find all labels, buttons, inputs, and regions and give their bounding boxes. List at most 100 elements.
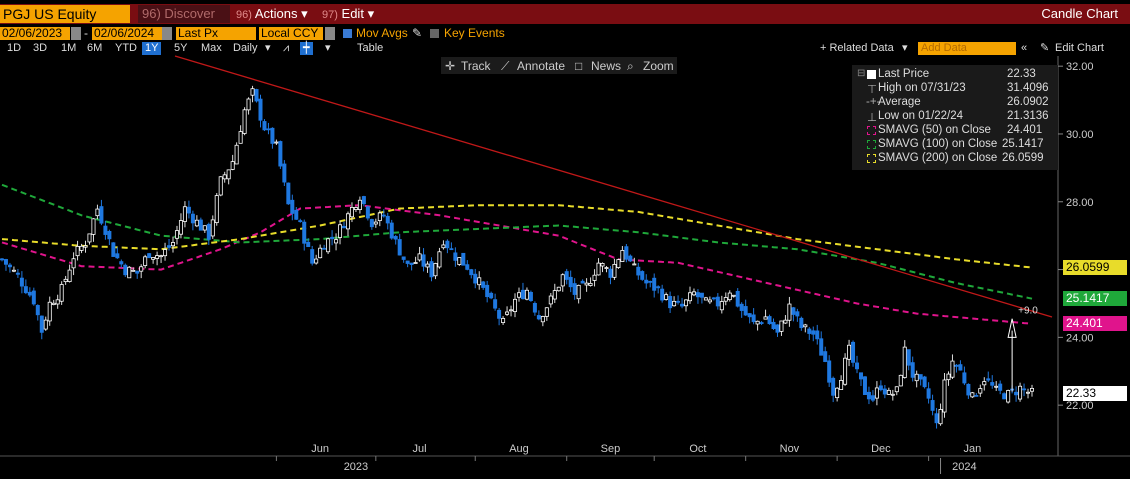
candle-body — [858, 372, 863, 380]
related-data-chevron-icon[interactable]: ▾ — [902, 42, 908, 54]
period-ytd[interactable]: YTD — [115, 42, 137, 54]
period-1y[interactable]: 1Y — [142, 42, 162, 55]
annotate-button[interactable]: Annotate — [517, 59, 566, 73]
period-5y[interactable]: 5Y — [174, 42, 188, 54]
edit-chart-button[interactable]: Edit Chart — [1055, 42, 1104, 54]
frequency-chevron-icon[interactable]: ▾ — [265, 42, 271, 54]
legend: ⊟ Last Price 22.33 ⊤ High on 07/31/23 31… — [852, 65, 1058, 170]
collapse-icon[interactable]: « — [1021, 42, 1028, 54]
candle-body — [35, 305, 40, 316]
frequency-select[interactable]: Daily — [233, 42, 258, 54]
end-date-field[interactable]: 02/06/2024 — [92, 27, 162, 40]
candle-body — [855, 362, 860, 370]
candle-body — [322, 247, 327, 250]
candle-body — [131, 269, 136, 272]
annotate-icon[interactable]: ⟋ — [501, 59, 510, 73]
candle-body — [182, 206, 187, 222]
currency-dropdown-icon[interactable] — [325, 27, 335, 40]
zoom-button[interactable]: Zoom — [643, 59, 674, 73]
start-calendar-icon[interactable] — [71, 27, 81, 40]
candle-body — [258, 98, 263, 121]
start-date-field[interactable]: 02/06/2023 — [0, 27, 70, 40]
y-tick-label: 22.00 — [1066, 400, 1094, 412]
track-icon[interactable]: ✛ — [445, 59, 456, 73]
field-select[interactable]: Last Px — [176, 27, 256, 40]
candle-body — [910, 362, 915, 378]
edit-menu[interactable]: 97) Edit ▾ — [322, 5, 374, 23]
candle-body — [632, 263, 637, 266]
ticker-field[interactable]: PGJ US Equity — [0, 5, 130, 23]
legend-value: 21.3136 — [1007, 110, 1049, 122]
add-data-input[interactable]: Add Data — [918, 42, 1016, 55]
period-1m[interactable]: 1M — [61, 42, 77, 54]
candle-body — [194, 219, 199, 227]
candle-body — [560, 274, 565, 287]
discover-menu[interactable]: 96) Discover — [138, 5, 230, 23]
chart-style-icon[interactable]: ⩘ — [283, 42, 290, 54]
related-data-button[interactable]: + Related Data — [820, 42, 894, 54]
sma100-swatch — [867, 140, 876, 149]
end-calendar-icon[interactable] — [162, 27, 172, 40]
style-chevron-icon[interactable]: ▾ — [325, 42, 331, 54]
candle-body — [0, 258, 4, 261]
period-6m[interactable]: 6M — [87, 42, 103, 54]
high-marker-icon: ⊤ — [867, 84, 878, 96]
average-marker-icon: -+- — [866, 96, 881, 108]
legend-sma100[interactable]: SMAVG (100) on Close 25.1417 — [852, 138, 1058, 151]
legend-last-price[interactable]: ⊟ Last Price 22.33 — [852, 68, 1058, 81]
candle-body — [735, 290, 740, 307]
candle-body — [612, 263, 617, 278]
table-button[interactable]: Table — [357, 42, 384, 54]
track-button[interactable]: Track — [461, 59, 491, 73]
mov-avgs-checkbox[interactable] — [343, 29, 352, 38]
actions-menu[interactable]: 96) Actions ▾ — [236, 5, 308, 23]
candle-body — [862, 376, 867, 395]
candle-body — [278, 141, 283, 167]
period-1d[interactable]: 1D — [7, 42, 22, 54]
pencil-icon[interactable]: ✎ — [412, 26, 423, 40]
candle-body — [151, 257, 156, 260]
candle-body — [226, 169, 231, 180]
candle-body — [672, 300, 677, 307]
candle-body — [413, 262, 418, 264]
candle-body — [974, 394, 979, 397]
candle-body — [930, 400, 935, 411]
candle-style-icon[interactable]: ┿ — [300, 42, 313, 55]
news-button[interactable]: News — [591, 59, 622, 73]
currency-select[interactable]: Local CCY — [259, 27, 323, 40]
sma100-price-box: 25.1417 — [1063, 291, 1127, 307]
key-events-checkbox[interactable] — [430, 29, 439, 38]
sma50-price-box: 24.401 — [1063, 316, 1127, 332]
candle-body — [43, 319, 48, 330]
legend-sma50[interactable]: SMAVG (50) on Close 24.401 — [852, 124, 1058, 137]
edit-chart-pencil-icon[interactable]: ✎ — [1040, 42, 1050, 54]
collapse-box-icon[interactable]: ⊟ — [857, 68, 866, 79]
zoom-icon[interactable]: ⌕ — [627, 59, 634, 73]
candle-body — [47, 301, 52, 322]
news-icon[interactable]: □ — [575, 59, 583, 73]
candle-body — [922, 376, 927, 388]
candle-body — [171, 242, 176, 247]
candle-body — [401, 256, 406, 260]
period-max[interactable]: Max — [201, 42, 222, 54]
candle-body — [767, 316, 772, 325]
candle-body — [338, 224, 343, 238]
candle-body — [978, 388, 983, 394]
candle-body — [282, 163, 287, 183]
candle-body — [874, 387, 879, 399]
candle-body — [91, 218, 96, 235]
sma200-price-box: 26.0599 — [1063, 260, 1127, 276]
sma-line-100 — [1, 183, 1033, 300]
legend-value: 26.0902 — [1007, 96, 1049, 108]
candle-body — [111, 242, 116, 257]
candle-body — [532, 303, 537, 313]
candle-body — [290, 199, 295, 214]
legend-high: ⊤ High on 07/31/23 31.4096 — [852, 82, 1058, 96]
title-bar: PGJ US Equity 96) Discover 96) Actions ▾… — [0, 0, 1130, 26]
period-3d[interactable]: 3D — [33, 42, 48, 54]
candle-body — [847, 344, 852, 360]
candle-body — [624, 246, 629, 260]
legend-sma200[interactable]: SMAVG (200) on Close 26.0599 — [852, 152, 1058, 165]
discover-label: Discover — [164, 6, 215, 21]
candle-body — [206, 223, 211, 240]
